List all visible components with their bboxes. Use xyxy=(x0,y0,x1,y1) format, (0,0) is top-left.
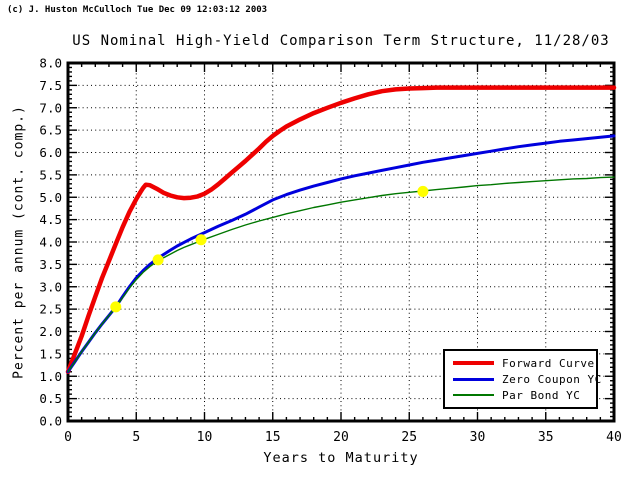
x-tick-label: 30 xyxy=(470,430,486,445)
y-tick-label: 6.0 xyxy=(39,145,62,160)
y-tick-label: 3.0 xyxy=(39,279,62,294)
observed-point-marker xyxy=(110,301,122,313)
y-tick-label: 2.0 xyxy=(39,324,62,339)
y-tick-label: 7.5 xyxy=(39,78,62,93)
y-tick-label: 5.5 xyxy=(39,167,62,182)
y-tick-label: 4.0 xyxy=(39,235,62,250)
legend-item: Zero Coupon YC xyxy=(445,372,601,386)
y-tick-label: 0.0 xyxy=(39,414,62,429)
y-tick-label: 2.5 xyxy=(39,302,62,317)
y-tick-label: 7.0 xyxy=(39,100,62,115)
y-tick-label: 4.5 xyxy=(39,212,62,227)
legend-item: Par Bond YC xyxy=(445,388,596,402)
x-tick-label: 25 xyxy=(401,430,417,445)
curve-forward-curve xyxy=(65,85,617,375)
legend-item-label: Par Bond YC xyxy=(502,388,581,402)
curve-par-bond-yc xyxy=(67,176,615,373)
copyright-text: (c) J. Huston McCulloch Tue Dec 09 12:03… xyxy=(7,5,268,15)
x-tick-label: 10 xyxy=(197,430,213,445)
y-tick-label: 6.5 xyxy=(39,123,62,138)
legend-item-label: Zero Coupon YC xyxy=(502,372,602,386)
plot-frame xyxy=(66,61,616,423)
legend-line-sample xyxy=(453,394,494,396)
legend-item-label: Forward Curve xyxy=(502,356,595,370)
y-tick-label: 5.0 xyxy=(39,190,62,205)
x-axis-label: Years to Maturity xyxy=(263,450,419,466)
observed-point-marker xyxy=(152,254,164,266)
curve-zero-coupon-yc xyxy=(66,134,616,374)
legend-item: Forward Curve xyxy=(445,356,596,370)
x-tick-label: 15 xyxy=(265,430,281,445)
legend-line-sample xyxy=(453,360,494,366)
legend: Forward Curve Zero Coupon YC Par Bond YC xyxy=(443,349,601,409)
observed-point-marker xyxy=(195,234,207,246)
x-tick-label: 20 xyxy=(333,430,349,445)
y-tick-label: 1.0 xyxy=(39,369,62,384)
x-tick-label: 5 xyxy=(132,430,140,445)
y-tick-label: 8.0 xyxy=(39,56,62,71)
y-tick-label: 1.5 xyxy=(39,346,62,361)
chart-title: US Nominal High-Yield Comparison Term St… xyxy=(72,33,610,49)
y-tick-label: 3.5 xyxy=(39,257,62,272)
legend-line-sample xyxy=(453,377,494,381)
x-tick-label: 40 xyxy=(606,430,622,445)
y-tick-label: 0.5 xyxy=(39,391,62,406)
observed-point-marker xyxy=(417,185,429,197)
x-tick-label: 0 xyxy=(64,430,72,445)
x-tick-label: 35 xyxy=(538,430,554,445)
y-axis-label: Percent per annum (cont. comp.) xyxy=(11,105,27,379)
